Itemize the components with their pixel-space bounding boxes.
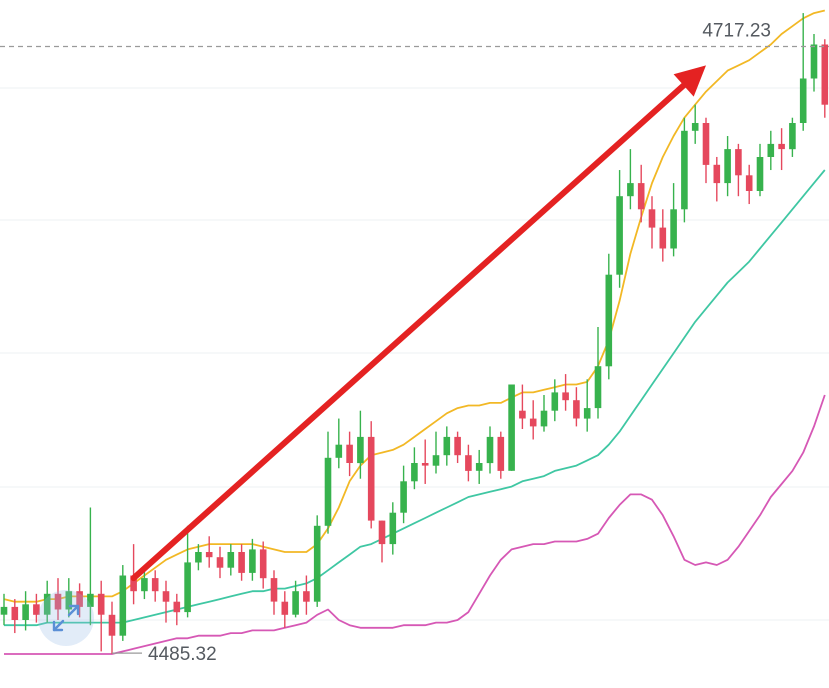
candle-body bbox=[670, 209, 677, 249]
candle-body bbox=[108, 614, 116, 636]
candle-body bbox=[141, 578, 148, 592]
candle-body bbox=[519, 410, 526, 419]
candle-body bbox=[281, 601, 289, 615]
candle-body bbox=[346, 444, 353, 463]
grid-lines bbox=[0, 87, 829, 621]
candle-body bbox=[411, 463, 418, 482]
trend-arrow bbox=[130, 65, 706, 582]
candle-body bbox=[767, 143, 775, 157]
candle-body bbox=[22, 604, 29, 620]
candle-body bbox=[432, 455, 440, 466]
candle-body bbox=[249, 549, 256, 573]
candle-body bbox=[573, 400, 580, 419]
price-markers: 4717.23 4485.32 bbox=[0, 20, 829, 665]
candle-body bbox=[702, 123, 710, 165]
swap-arrows-icon bbox=[52, 604, 80, 632]
candle-body bbox=[76, 591, 83, 607]
band-line-upper bbox=[3, 9, 826, 603]
trend-arrow-head bbox=[673, 65, 706, 97]
candle-body bbox=[173, 601, 181, 613]
band-line-middle bbox=[4, 169, 826, 627]
candle-body bbox=[378, 520, 386, 545]
candle-body bbox=[637, 183, 645, 210]
candle-body bbox=[594, 366, 602, 409]
candle-body bbox=[11, 606, 19, 620]
low-price-label: 4485.32 bbox=[148, 644, 217, 665]
candle-body bbox=[713, 164, 721, 184]
candle-body bbox=[303, 591, 310, 602]
candle-body bbox=[681, 130, 688, 210]
candle-body bbox=[691, 123, 699, 131]
candle-body bbox=[227, 552, 235, 568]
candle-body bbox=[443, 436, 451, 456]
candle-body bbox=[756, 157, 764, 191]
candle-body bbox=[389, 512, 397, 545]
candle-body bbox=[421, 463, 429, 466]
candle-body bbox=[270, 578, 278, 602]
candle-body bbox=[648, 209, 656, 228]
candle-body bbox=[335, 444, 343, 458]
candle-body bbox=[497, 436, 505, 471]
candle-body bbox=[778, 143, 785, 150]
candle-body bbox=[119, 575, 127, 636]
candle-body bbox=[400, 481, 407, 513]
candle-body bbox=[238, 552, 245, 573]
candle-body bbox=[130, 575, 137, 592]
high-price-label: 4717.23 bbox=[702, 20, 771, 41]
band-line-lower bbox=[4, 394, 826, 655]
candle-body bbox=[454, 436, 461, 456]
candle-body bbox=[475, 463, 483, 471]
candle-body bbox=[627, 183, 634, 197]
candle-body bbox=[551, 392, 559, 411]
candle-body bbox=[562, 392, 569, 401]
candle-body bbox=[87, 593, 94, 607]
candle-body bbox=[195, 552, 202, 563]
candle-body bbox=[65, 591, 73, 610]
candle-body bbox=[616, 196, 623, 275]
candle-body bbox=[54, 593, 62, 610]
chart-toggle-button[interactable] bbox=[38, 590, 94, 646]
candle-body bbox=[216, 557, 224, 568]
candle-body bbox=[0, 606, 8, 615]
candle-body bbox=[724, 149, 731, 184]
candle-body bbox=[184, 562, 191, 613]
candle-body bbox=[799, 78, 807, 123]
candle-body bbox=[313, 525, 321, 602]
candles bbox=[0, 13, 829, 654]
candle-body bbox=[659, 227, 667, 249]
candle-body bbox=[43, 593, 51, 615]
candle-body bbox=[324, 457, 332, 526]
candle-body bbox=[292, 591, 299, 615]
candle-body bbox=[357, 436, 364, 464]
candle-body bbox=[151, 578, 159, 592]
candle-body bbox=[33, 604, 40, 615]
candle-body bbox=[367, 436, 375, 521]
candle-body bbox=[540, 410, 548, 427]
candle-body bbox=[486, 436, 494, 464]
candle-body bbox=[465, 455, 472, 471]
candle-body bbox=[259, 549, 267, 579]
candle-body bbox=[508, 384, 515, 471]
candle-body bbox=[605, 274, 613, 367]
candle-body bbox=[97, 593, 105, 615]
candle-body bbox=[745, 175, 753, 191]
candle-body bbox=[205, 552, 213, 558]
indicator-bands bbox=[3, 9, 826, 655]
candle-body bbox=[810, 44, 818, 79]
candle-body bbox=[735, 149, 742, 176]
candle-body bbox=[162, 591, 170, 602]
candle-body bbox=[529, 418, 537, 427]
candle-body bbox=[583, 408, 591, 419]
candle-body bbox=[789, 123, 796, 150]
candle-body bbox=[821, 44, 829, 105]
trend-arrow-shaft bbox=[130, 82, 687, 582]
